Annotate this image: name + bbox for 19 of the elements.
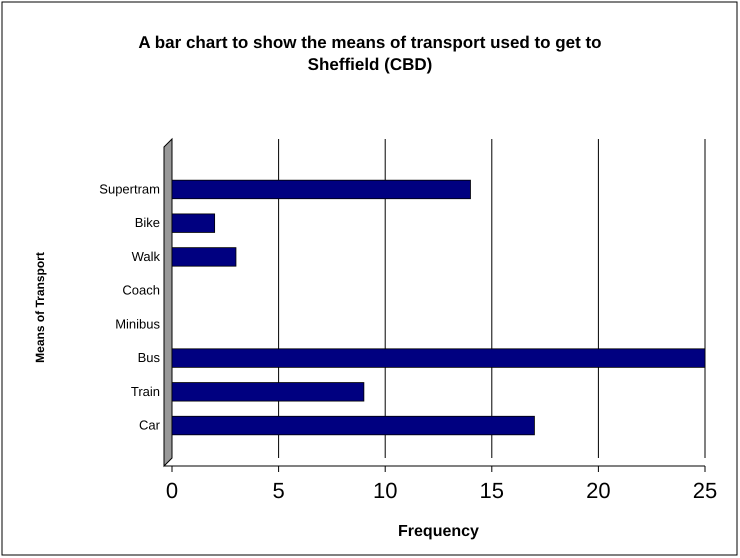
x-tick-label: 0 [166,478,178,503]
x-tick-label: 25 [692,478,718,503]
y-tick-label: Train [130,384,160,399]
y-tick-label: Walk [132,248,160,264]
x-tick-label: 10 [372,478,398,503]
y-tick-label: Supertram [99,181,160,196]
x-axis-title: Frequency [398,523,480,540]
x-tick-label: 20 [586,478,611,503]
y-tick-label: Minibus [115,316,160,332]
bar [172,247,236,267]
y-tick-label: Bike [134,215,160,230]
chart-title: A bar chart to show the means of transport used to get to Sheffield (CBD) [138,33,602,74]
y-tick-label: Car [139,418,161,433]
y-tick-label: Coach [122,282,160,298]
x-tick-label: 15 [480,478,504,503]
x-tick-label: 5 [272,478,285,503]
bar [172,214,216,233]
y-axis-title: Means of Transport [33,252,47,363]
y-tick-label: Bus [138,350,160,366]
